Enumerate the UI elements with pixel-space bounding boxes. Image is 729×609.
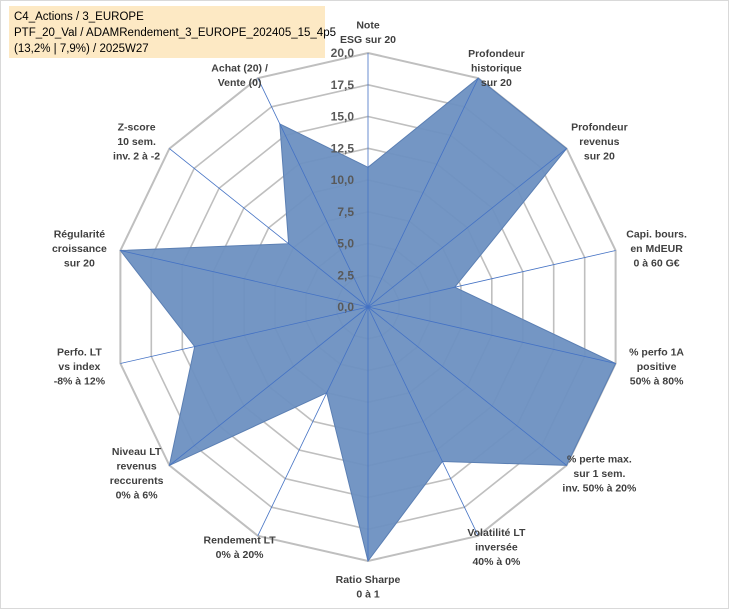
axis-spoke-10 [169, 306, 369, 466]
chart-title-line-2: PTF_20_Val / ADAMRendement_3_EUROPE_2024… [14, 27, 336, 39]
axis-spoke-12 [120, 250, 369, 308]
tick-label: 12,5 [331, 141, 355, 155]
tick-label: 5,0 [337, 237, 354, 251]
axis-label: Z-score 10 sem. inv. 2 à -2 [113, 122, 160, 163]
axis-label: Régularité croissance sur 20 [52, 228, 107, 269]
axis-spoke-11 [120, 306, 369, 364]
axis-spoke-13 [169, 148, 369, 308]
tick-label: 17,5 [331, 78, 355, 92]
axis-label: Note ESG sur 20 [340, 20, 396, 47]
axis-label: Capi. bours. en MdEUR 0 à 60 G€ [626, 228, 687, 269]
axis-label: % perfo 1A positive 50% à 80% [629, 347, 684, 388]
axis-label: Volatilité LT inversée 40% à 0% [467, 527, 526, 568]
axis-spoke-6 [367, 306, 567, 466]
axis-spoke-5 [367, 306, 616, 364]
axis-label: Profondeur revenus sur 20 [571, 122, 628, 163]
tick-label: 10,0 [331, 173, 355, 187]
axis-label: % perte max. sur 1 sem. inv. 50% à 20% [562, 453, 637, 494]
chart-title-line-1: C4_Actions / 3_EUROPE [14, 11, 144, 23]
tick-label: 0,0 [337, 300, 354, 314]
axis-label: Ratio Sharpe 0 à 1 [336, 574, 401, 601]
axis-spoke-7 [367, 306, 479, 536]
axis-label: Perfo. LT vs index -8% à 12% [54, 347, 106, 388]
tick-label: 7,5 [337, 205, 354, 219]
axis-spoke-2 [367, 78, 479, 308]
chart-title-box: C4_Actions / 3_EUROPE PTF_20_Val / ADAMR… [9, 6, 336, 58]
axis-spoke-3 [367, 148, 567, 308]
axis-spoke-9 [257, 306, 369, 536]
axis-spoke-4 [367, 250, 616, 308]
axis-label: Niveau LT revenus reccurents 0% à 6% [110, 446, 164, 502]
axis-label: Profondeur historique sur 20 [468, 48, 525, 89]
axis-spoke-14 [257, 78, 369, 308]
tick-label: 2,5 [337, 268, 354, 282]
axis-label: Rendement LT 0% à 20% [204, 534, 277, 561]
chart-title-line-3: (13,2% | 7,9%) / 2025W27 [14, 43, 149, 55]
tick-label: 20,0 [331, 46, 355, 60]
tick-label: 15,0 [331, 110, 355, 124]
